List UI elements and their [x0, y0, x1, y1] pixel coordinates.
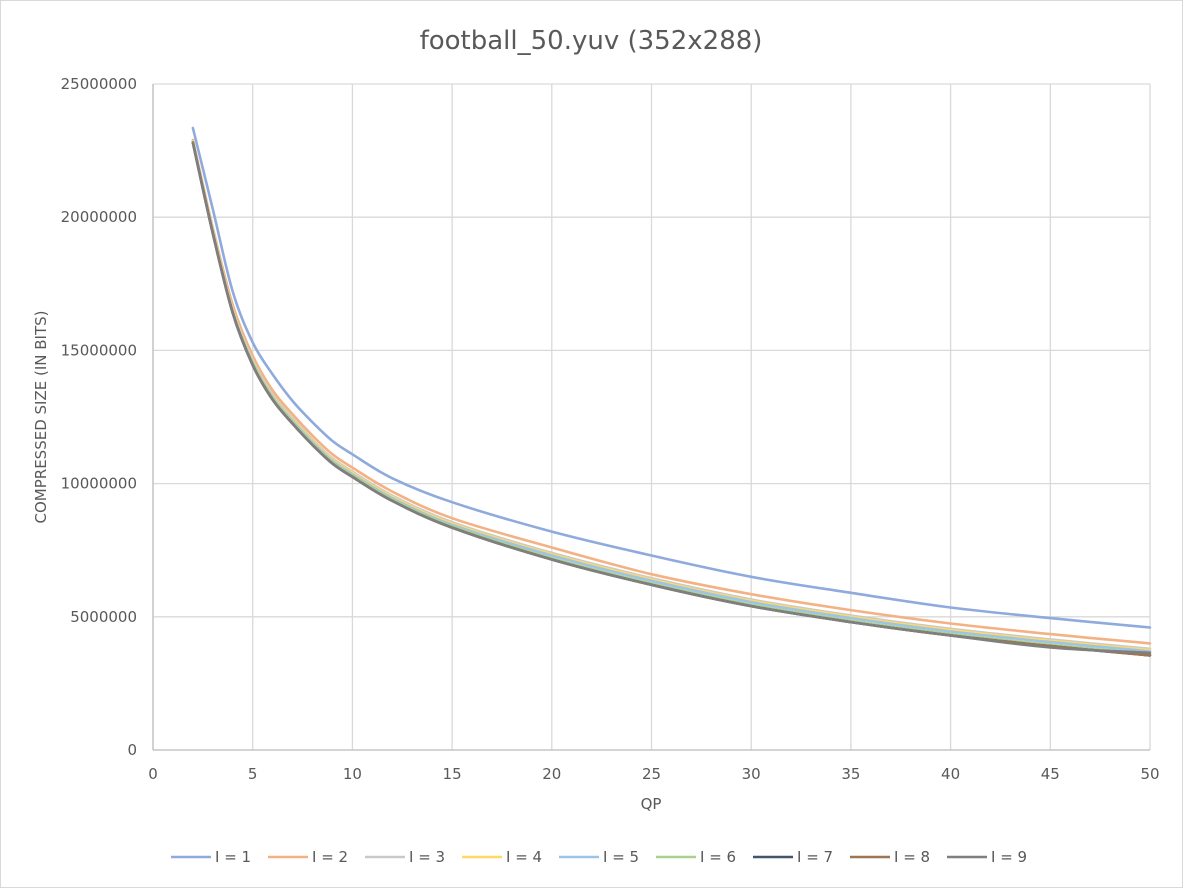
- series-line-2: [191, 138, 1152, 645]
- y-tick-label: 20000000: [61, 208, 137, 226]
- x-axis-ticks: 0 5 10 15 20 25 30 35 40 45 50: [148, 765, 1159, 783]
- y-tick-label: 10000000: [61, 475, 137, 493]
- legend-label: I = 2: [312, 848, 348, 866]
- legend-label: I = 7: [797, 848, 833, 866]
- y-axis-ticks: 0 5000000 10000000 15000000 20000000 25000000: [61, 75, 137, 759]
- y-tick-label: 5000000: [70, 608, 137, 626]
- x-tick-label: 45: [1041, 765, 1060, 783]
- x-tick-label: 30: [742, 765, 761, 783]
- legend-label: I = 4: [506, 848, 542, 866]
- y-tick-label: 25000000: [61, 75, 137, 93]
- x-tick-label: 0: [148, 765, 158, 783]
- legend-label: I = 5: [603, 848, 639, 866]
- x-tick-label: 50: [1140, 765, 1159, 783]
- x-tick-label: 25: [642, 765, 661, 783]
- series-line-1: [191, 126, 1152, 629]
- legend: I = 1 I = 2 I = 3 I = 4 I = 5 I = 6 I = 7 I = 8…: [171, 848, 1027, 866]
- grid: [152, 83, 1151, 751]
- x-tick-label: 35: [841, 765, 860, 783]
- x-tick-label: 5: [248, 765, 258, 783]
- y-tick-label: 0: [127, 741, 137, 759]
- chart-title: football_50.yuv (352x288): [420, 26, 763, 56]
- y-tick-label: 15000000: [61, 341, 137, 359]
- x-tick-label: 20: [542, 765, 561, 783]
- x-tick-label: 40: [941, 765, 960, 783]
- x-tick-label: 10: [343, 765, 362, 783]
- legend-label: I = 9: [991, 848, 1027, 866]
- legend-label: I = 8: [894, 848, 930, 866]
- x-axis-label: QP: [641, 795, 662, 813]
- series-line-9: [191, 141, 1152, 655]
- y-axis-label: COMPRESSED SIZE (IN BITS): [32, 311, 50, 524]
- legend-label: I = 6: [700, 848, 736, 866]
- x-tick-label: 15: [443, 765, 462, 783]
- legend-label: I = 3: [409, 848, 445, 866]
- series-lines: [191, 126, 1152, 657]
- series-line-5: [191, 141, 1152, 653]
- legend-label: I = 1: [215, 848, 251, 866]
